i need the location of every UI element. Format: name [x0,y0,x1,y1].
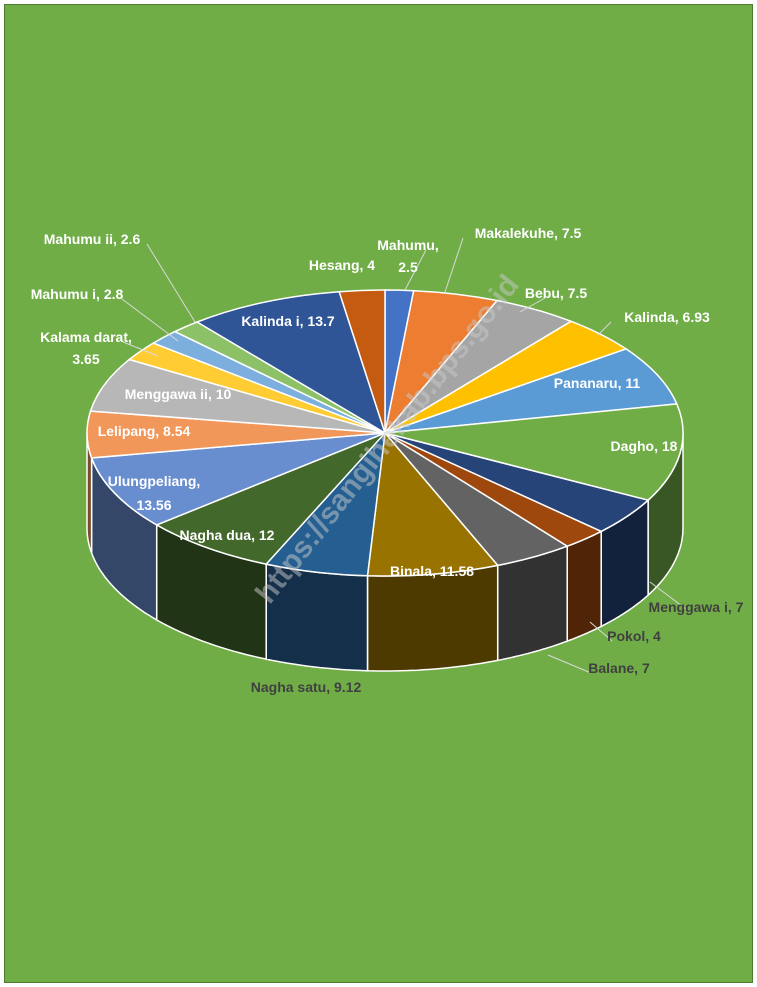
data-label-bebu: Bebu, 7.5 [525,285,587,301]
data-label-balane: Balane, 7 [588,660,650,676]
data-label-lelipang: Lelipang, 8.54 [98,423,191,439]
pie-slice-ulungpeliang [90,432,386,526]
pie-slice-dagho [384,403,684,502]
data-label-dagho: Dagho, 18 [611,438,678,454]
data-label-nagha-dua: Nagha dua, 12 [180,527,275,543]
data-label-menggawa-ii: Menggawa ii, 10 [125,386,232,402]
pie-side-walls [86,432,684,672]
data-label-mahumu-i: Mahumu i, 2.8 [31,286,124,302]
pie-slice-nagha-dua [154,432,386,565]
pie-top-face [86,289,684,577]
leader-line [444,237,464,293]
leader-line [589,621,613,642]
leader-line [519,297,546,313]
data-label-makalekuhe: Makalekuhe, 7.5 [475,225,582,241]
pie-slice-kalinda-i [195,290,387,435]
data-label-nagha-satu: Nagha satu, 9.12 [251,679,362,695]
data-label-pananaru: Pananaru, 11 [554,375,641,391]
leader-line [597,321,612,336]
pie-side-pokol [566,530,602,643]
data-label-ulungpeliang: Ulungpeliang, 13.56 [108,473,201,513]
leader-line [404,249,427,291]
leader-line [146,243,196,323]
leader-line [122,341,159,357]
data-label-hesang: Hesang, 4 [309,257,375,273]
label-leader-lines [121,237,691,674]
data-labels: Mahumu, 2.5 Makalekuhe, 7.5 Bebu, 7.5 Kalind… [31,225,744,695]
pie-side-binala [366,564,499,672]
data-label-kalama-darat: Kalama darat, 3.65 [40,329,132,367]
data-label-kalinda-i: Kalinda i, 13.7 [241,313,335,329]
data-label-mahumu: Mahumu, 2.5 [377,237,438,275]
leader-line [649,581,691,613]
pie-slice-binala [366,431,500,577]
data-label-menggawa-i: Menggawa i, 7 [649,599,744,615]
data-label-binala: Binala, 11.58 [390,563,474,579]
pie-slice-hesang [338,289,386,434]
data-label-pokol: Pokol, 4 [607,628,661,644]
data-label-kalinda: Kalinda, 6.93 [624,309,710,325]
leader-line [547,654,592,674]
pie-slice-pananaru [384,348,678,434]
leader-line [121,298,179,342]
data-label-mahumu-ii: Mahumu ii, 2.6 [44,231,141,247]
